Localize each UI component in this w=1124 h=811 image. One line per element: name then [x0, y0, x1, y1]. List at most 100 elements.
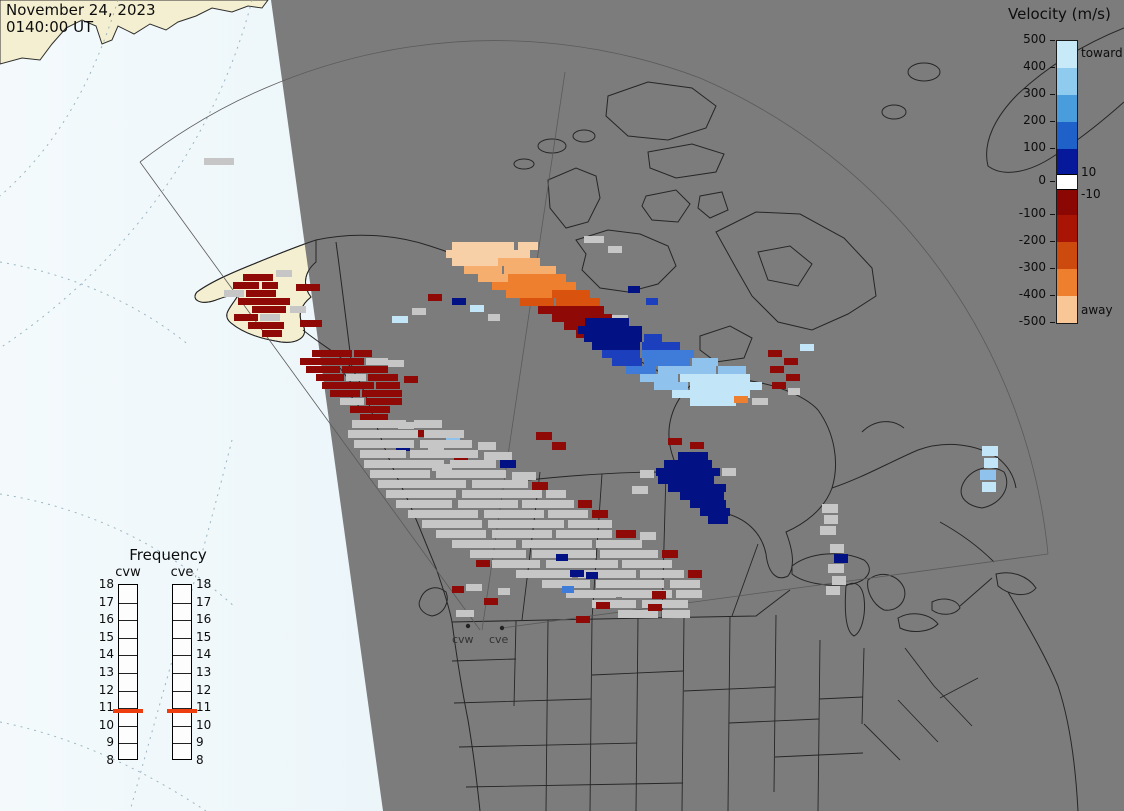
- velocity-cell: [348, 430, 418, 438]
- velocity-cell: [350, 406, 390, 413]
- velocity-cell: [470, 305, 484, 312]
- frequency-scale-label: 10: [98, 717, 114, 732]
- velocity-cell: [656, 468, 720, 476]
- velocity-cell: [616, 530, 636, 538]
- velocity-cell: [238, 298, 290, 305]
- velocity-cell: [826, 586, 840, 595]
- velocity-cell: [536, 432, 552, 440]
- velocity-cell: [452, 540, 516, 548]
- velocity-cell: [404, 376, 418, 383]
- colorbar-tick-label: -200: [1018, 233, 1046, 247]
- velocity-cell: [584, 334, 642, 342]
- frequency-scale-label: 17: [98, 594, 114, 609]
- greenland-islet: [907, 62, 941, 82]
- velocity-cell: [784, 358, 798, 365]
- velocity-cell: [462, 490, 542, 498]
- frequency-title: Frequency: [129, 546, 207, 564]
- velocity-cell: [522, 500, 574, 508]
- frequency-tick: [173, 743, 191, 745]
- velocity-cell: [452, 586, 464, 593]
- velocity-cell: [340, 398, 364, 405]
- velocity-cell: [578, 570, 636, 578]
- velocity-cell: [436, 470, 506, 478]
- velocity-cell: [680, 374, 750, 382]
- velocity-cell: [602, 350, 640, 358]
- velocity-cell: [680, 492, 724, 500]
- velocity-cell: [670, 580, 700, 588]
- frequency-tick: [173, 602, 191, 604]
- velocity-cell: [452, 242, 514, 250]
- fan-right-edge: [501, 553, 1049, 629]
- frequency-scale-label: 16: [98, 612, 114, 627]
- velocity-cell: [296, 284, 320, 291]
- frequency-tick: [119, 725, 137, 727]
- velocity-cell: [690, 442, 704, 449]
- frequency-scale-label: 12: [98, 682, 114, 697]
- velocity-cell: [354, 350, 372, 357]
- velocity-cell: [546, 490, 566, 498]
- date-text: November 24, 2023: [6, 1, 156, 19]
- colorbar-tick-label: 400: [1023, 59, 1046, 73]
- velocity-cell: [552, 442, 566, 450]
- velocity-cell: [522, 540, 592, 548]
- velocity-cell: [734, 396, 748, 403]
- timestamp: November 24, 2023 0140:00 UT: [6, 1, 156, 37]
- velocity-cell: [492, 560, 540, 568]
- frequency-panel: Frequency cvw 18 17 16 15 14 13 12 11 10 9 8 cve 18 17…: [88, 546, 248, 792]
- frequency-bars: cvw 18 17 16 15 14 13 12 11 10 9 8 cve 18 17 16 15 14 13 12…: [88, 546, 248, 792]
- velocity-cell: [466, 584, 482, 591]
- frequency-column-label: cve: [170, 565, 194, 580]
- frequency-scale-label: 15: [98, 629, 114, 644]
- st-lawrence-river: [959, 577, 993, 607]
- frequency-tick: [173, 708, 191, 710]
- atlantic-coast: [1007, 591, 1079, 811]
- velocity-colorbar: [1056, 40, 1078, 324]
- velocity-cell: [472, 480, 528, 488]
- velocity-cell: [352, 420, 406, 428]
- colorbar-side-label: 10: [1081, 165, 1097, 179]
- velocity-cell: [822, 504, 838, 513]
- velocity-cell: [492, 282, 576, 290]
- colorbar-tick-label: 300: [1023, 86, 1046, 100]
- velocity-cell: [578, 326, 642, 334]
- velocity-cell: [488, 314, 500, 321]
- velocity-cell: [498, 258, 540, 266]
- frequency-scale-label: 17: [196, 594, 212, 609]
- colorbar-segment: [1057, 95, 1077, 122]
- velocity-cell: [600, 550, 658, 558]
- ungava-coast: [861, 421, 905, 433]
- velocity-cells: [204, 158, 998, 623]
- velocity-cell: [322, 382, 374, 389]
- velocity-cell: [248, 322, 284, 329]
- velocity-cell: [512, 472, 536, 480]
- velocity-cell: [642, 600, 688, 608]
- velocity-cell: [362, 390, 402, 397]
- colorbar-tick-label: 500: [1023, 32, 1046, 46]
- colorbar-tick: [1050, 148, 1055, 149]
- velocity-cell: [788, 388, 800, 395]
- velocity-cell: [342, 366, 388, 373]
- colorbar-tick-label: -500: [1018, 314, 1046, 328]
- velocity-cell: [722, 468, 736, 476]
- velocity-cell: [642, 342, 680, 350]
- lake-michigan: [844, 582, 865, 637]
- velocity-cell: [626, 366, 656, 374]
- velocity-cell: [492, 530, 552, 538]
- graticule: [0, 0, 253, 811]
- lake-erie: [897, 613, 939, 632]
- velocity-cell: [366, 358, 388, 365]
- velocity-cell: [376, 382, 400, 389]
- velocity-cell: [538, 306, 604, 314]
- velocity-cell: [484, 598, 498, 605]
- velocity-cell: [368, 374, 398, 381]
- arctic-islet: [513, 158, 535, 170]
- velocity-cell: [454, 456, 468, 463]
- velocity-cell: [410, 450, 478, 458]
- frequency-scale-bar: [172, 584, 192, 760]
- colorbar-side-label: toward: [1081, 46, 1123, 60]
- velocity-cell: [498, 588, 510, 595]
- velocity-cell: [800, 344, 814, 351]
- velocity-cell: [478, 274, 508, 282]
- gulf-st-lawrence: [939, 521, 995, 563]
- velocity-cell: [260, 314, 280, 321]
